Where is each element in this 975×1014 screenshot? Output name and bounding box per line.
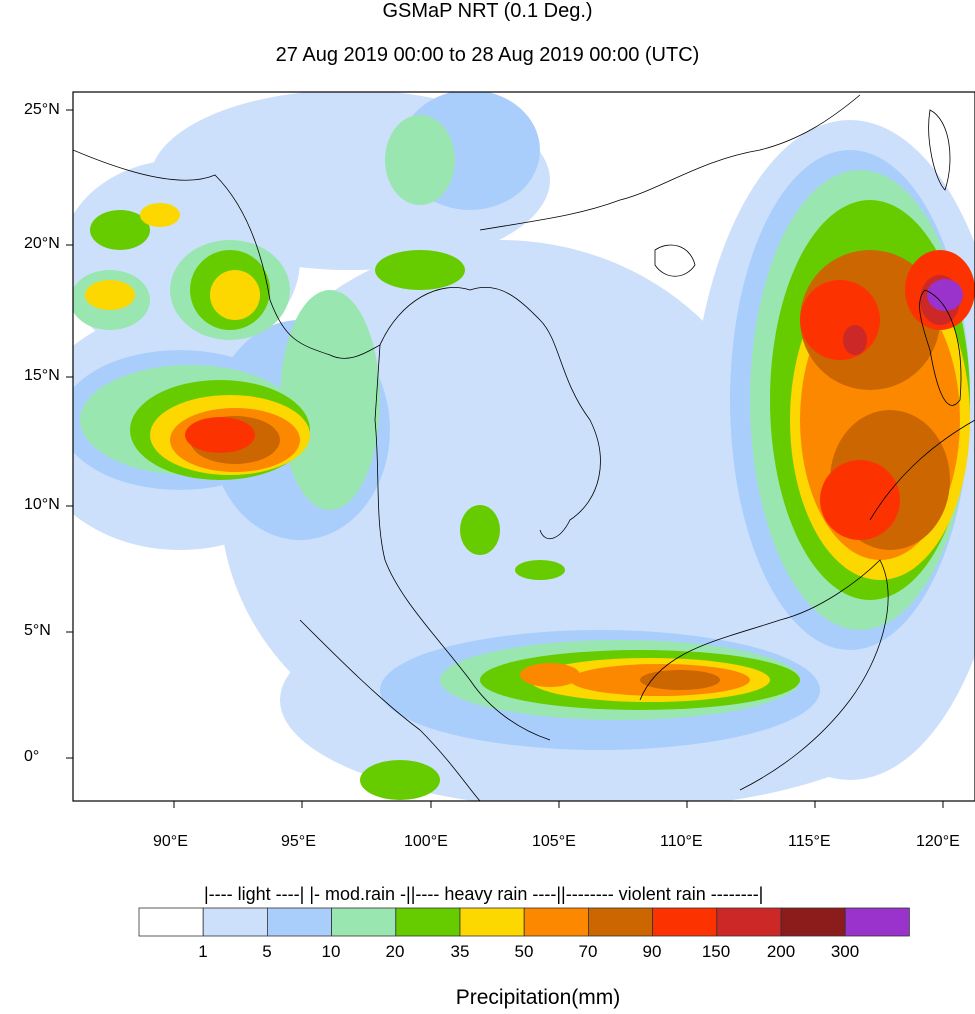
colorbar-swatch [138, 907, 204, 937]
lon-label: 95°E [281, 833, 316, 850]
axis-ticks [66, 109, 944, 808]
colorbar [138, 907, 910, 937]
colorbar-swatch [202, 907, 268, 937]
colorbar-swatch [266, 907, 332, 937]
colorbar-tick-label: 10 [321, 942, 341, 961]
lon-label: 120°E [916, 833, 960, 850]
colorbar-swatch [652, 907, 718, 937]
colorbar-swatch [395, 907, 461, 937]
precipitation-area [515, 560, 565, 580]
lon-label: 110°E [660, 833, 703, 850]
colorbar-tick-label: 200 [766, 942, 796, 961]
precipitation-area [280, 290, 380, 510]
precipitation-area [360, 760, 440, 800]
lat-label: 10°N [24, 496, 60, 513]
precipitation-area [85, 280, 135, 310]
colorbar-swatch [780, 907, 846, 937]
lon-label: 105°E [532, 833, 576, 850]
colorbar-tick-label: 300 [830, 942, 860, 961]
colorbar-swatch [588, 907, 654, 937]
colorbar-tick-label: 150 [701, 942, 731, 961]
lon-label: 115°E [788, 833, 831, 850]
colorbar-tick-label: 90 [642, 942, 662, 961]
colorbar-swatch [459, 907, 525, 937]
colorbar-swatch [523, 907, 589, 937]
precipitation-area [460, 505, 500, 555]
colorbar-tick-label: 35 [450, 942, 470, 961]
colorbar-title: Precipitation(mm) [455, 986, 621, 1009]
map-title: GSMaP NRT (0.1 Deg.) [382, 0, 593, 22]
colorbar-swatch [844, 907, 910, 937]
precipitation-area [820, 460, 900, 540]
coastlines [73, 94, 975, 801]
precipitation-area [375, 250, 465, 290]
colorbar-tick-label: 70 [578, 942, 598, 961]
precipitation-field [73, 92, 975, 801]
precipitation-area [140, 203, 180, 227]
precipitation-area [210, 270, 260, 320]
precipitation-area [385, 115, 455, 205]
precipitation-area [927, 279, 963, 311]
precipitation-area [800, 280, 880, 360]
lat-label: 0° [24, 748, 40, 765]
lat-label: 25°N [24, 101, 60, 118]
precipitation-area [185, 417, 255, 453]
precipitation-area [640, 670, 720, 690]
colorbar-tick-label: 20 [385, 942, 405, 961]
colorbar-tick-label: 5 [262, 942, 272, 961]
precipitation-area [90, 210, 150, 250]
precipitation-area [520, 663, 580, 687]
lon-label: 100°E [404, 833, 448, 850]
colorbar-category-text: |---- light ----| |- mod.rain -||---- he… [204, 884, 764, 904]
colorbar-swatch [716, 907, 782, 937]
lat-label: 5°N [24, 622, 51, 639]
precipitation-area [843, 325, 867, 355]
lon-label: 90°E [153, 833, 188, 850]
lat-label: 15°N [24, 367, 60, 384]
colorbar-swatch [331, 907, 397, 937]
map-frame [72, 91, 975, 802]
map-subtitle: 27 Aug 2019 00:00 to 28 Aug 2019 00:00 (… [275, 44, 700, 66]
colorbar-tick-label: 1 [198, 942, 208, 961]
colorbar-tick-label: 50 [514, 942, 534, 961]
lat-label: 20°N [24, 235, 60, 252]
